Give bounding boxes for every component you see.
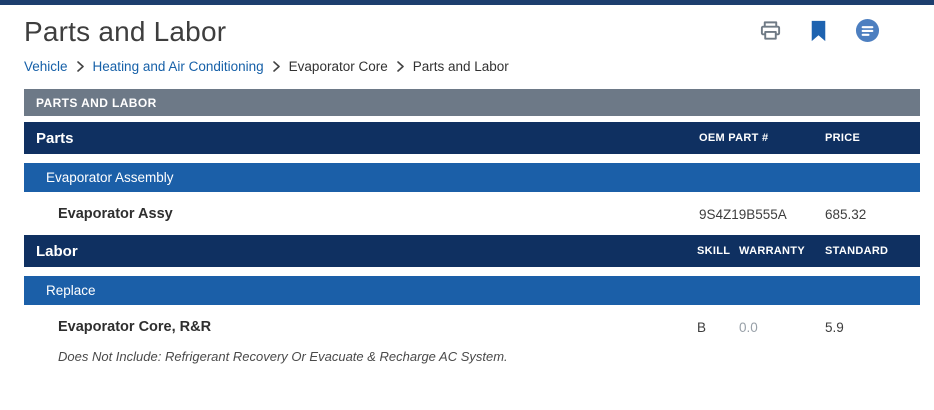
print-button[interactable] [759,19,782,45]
main-content: PARTS AND LABOR Parts OEM PART # PRICE E… [0,89,934,364]
labor-header-label: Labor [36,242,78,260]
parts-group-label: Evaporator Assembly [46,170,174,185]
labor-group-label: Replace [46,283,96,298]
column-header-warranty: WARRANTY [739,245,805,257]
notes-button[interactable] [855,18,880,46]
parts-group-evaporator-assembly: Evaporator Assembly [24,163,920,192]
labor-note: Does Not Include: Refrigerant Recovery O… [58,349,508,364]
page-header: Parts and Labor [0,5,934,48]
labor-table-header: Labor SKILL WARRANTY STANDARD [24,235,920,267]
part-name: Evaporator Assy [58,206,173,222]
bookmark-icon [810,20,827,45]
column-header-standard: STANDARD [825,245,889,257]
chevron-right-icon [76,61,85,72]
labor-row-evaporator-core-rr: Evaporator Core, R&R B 0.0 5.9 [24,306,920,348]
bookmark-button[interactable] [810,20,827,45]
page-title: Parts and Labor [24,16,227,47]
breadcrumb-link-heating-and-air[interactable]: Heating and Air Conditioning [92,59,264,74]
labor-warranty-value: 0.0 [739,319,758,335]
part-price: 685.32 [825,206,867,222]
section-header-parts-and-labor: PARTS AND LABOR [24,89,920,116]
column-header-price: PRICE [825,132,861,144]
part-oem-number: 9S4Z19B555A [699,206,787,222]
labor-skill-value: B [697,319,707,335]
parts-table-header: Parts OEM PART # PRICE [24,122,920,154]
section-header-label: PARTS AND LABOR [36,95,157,110]
labor-group-replace: Replace [24,276,920,305]
breadcrumb-link-vehicle[interactable]: Vehicle [24,59,68,74]
chevron-right-icon [396,61,405,72]
top-accent-bar [0,0,934,5]
notes-icon [855,18,880,46]
chevron-right-icon [272,61,281,72]
labor-standard-value: 5.9 [825,319,844,335]
breadcrumb: Vehicle Heating and Air Conditioning Eva… [0,48,934,89]
toolbar [759,18,880,46]
breadcrumb-item-parts-and-labor: Parts and Labor [412,59,509,74]
print-icon [759,19,782,45]
parts-row-evaporator-assy: Evaporator Assy 9S4Z19B555A 685.32 [24,193,920,235]
column-header-oem-part: OEM PART # [699,132,769,144]
column-header-skill: SKILL [697,245,731,257]
parts-header-label: Parts [36,129,74,147]
breadcrumb-item-evaporator-core: Evaporator Core [288,59,388,74]
labor-operation-name: Evaporator Core, R&R [58,319,212,335]
